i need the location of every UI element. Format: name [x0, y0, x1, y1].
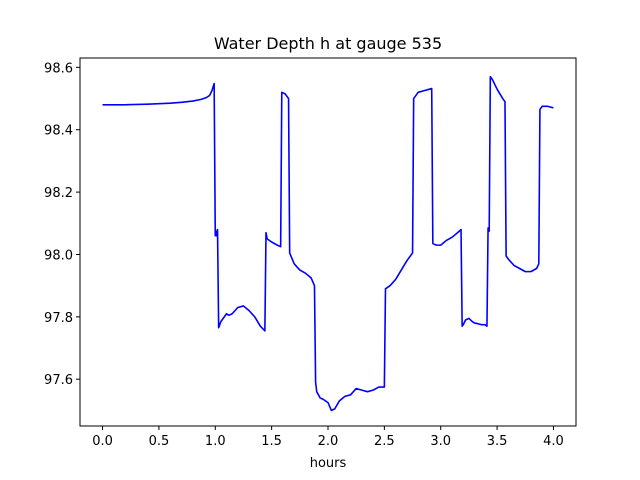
x-axis-label: hours — [310, 456, 347, 471]
series-line-0 — [102, 75, 554, 412]
y-tick-label: 98.6 — [44, 61, 73, 76]
x-tick-label: 3.0 — [430, 434, 451, 449]
x-tick-label: 0.0 — [92, 434, 113, 449]
x-tick-label: 2.0 — [318, 434, 339, 449]
chart-title: Water Depth h at gauge 535 — [214, 34, 442, 53]
plot-area: 0.0 0.5 1.0 1.5 2.0 2.5 3.0 3.5 4.0 97.6 97.8 98.0 9… — [44, 57, 577, 449]
y-tick-label: 98.4 — [44, 124, 73, 139]
x-tick-label: 3.5 — [487, 434, 508, 449]
x-tick-label: 1.5 — [261, 434, 282, 449]
y-tick-label: 98.0 — [44, 248, 73, 263]
y-tick-label: 98.2 — [44, 186, 73, 201]
x-tick-label: 2.5 — [374, 434, 395, 449]
x-tick-label: 1.0 — [205, 434, 226, 449]
x-tick-label: 4.0 — [543, 434, 564, 449]
x-tick-label: 0.5 — [149, 434, 170, 449]
y-tick-label: 97.8 — [44, 311, 73, 326]
y-tick-label: 97.6 — [44, 373, 73, 388]
